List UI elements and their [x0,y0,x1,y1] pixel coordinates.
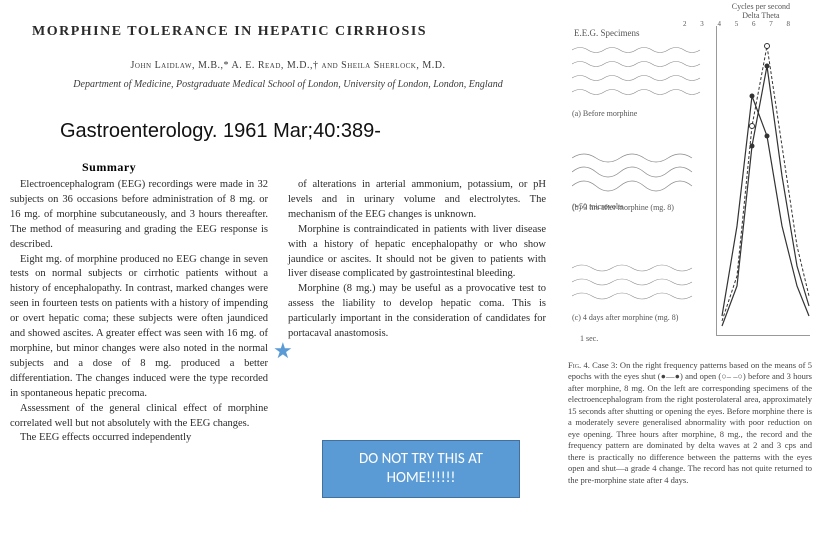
eeg-caption-c: (c) 4 days after morphine (mg. 8) [572,313,702,322]
col2-para-1: of alterations in arterial ammonium, pot… [288,178,546,223]
eeg-waves-a [572,42,702,102]
microvolt-label: (=50 microvolts [572,202,623,211]
col1-para-4: The EEG effects occurred independently [10,431,268,446]
figure-caption-body: Case 3: On the right frequency patterns … [568,360,812,485]
paper-title: MORPHINE TOLERANCE IN HEPATIC CIRRHOSIS [32,24,427,40]
frequency-graph [716,26,810,336]
page-root: MORPHINE TOLERANCE IN HEPATIC CIRRHOSIS … [0,0,819,533]
figure-top-label: Cycles per second Delta Theta [732,2,790,20]
figure-caption: Fig. 4. Case 3: On the right frequency p… [568,360,812,486]
citation-annotation: Gastroenterology. 1961 Mar;40:389- [60,120,381,143]
eeg-waves-b [572,150,702,196]
frequency-graph-svg [717,26,811,336]
eeg-waves-c [572,260,702,306]
eeg-block-c: (c) 4 days after morphine (mg. 8) [572,260,702,322]
summary-heading: Summary [82,160,136,175]
column-1: Electroencephalogram (EEG) recordings we… [10,178,268,446]
paper-authors: John Laidlaw, M.B.,* A. E. Read, M.D.,† … [48,60,528,71]
figure-panel: Cycles per second Delta Theta 2 3 4 5 6 … [566,2,816,532]
warning-callout: DO NOT TRY THIS AT HOME!!!!!! [322,440,520,498]
cycles-label: Cycles per second [732,2,790,11]
col2-para-3: Morphine (8 mg.) may be useful as a prov… [288,282,546,342]
col2-para-2: Morphine is contraindicated in patients … [288,223,546,283]
col1-para-2: Eight mg. of morphine produced no EEG ch… [10,253,268,402]
delta-theta-label: Delta Theta [732,11,790,20]
figure-caption-runin: Fig. 4. [568,360,590,370]
eeg-caption-a: (a) Before morphine [572,109,702,118]
col1-para-3: Assessment of the general clinical effec… [10,402,268,432]
column-2: of alterations in arterial ammonium, pot… [288,178,546,342]
paper-affiliation: Department of Medicine, Postgraduate Med… [48,78,528,91]
eeg-block-a: (a) Before morphine [572,42,702,118]
col1-para-1: Electroencephalogram (EEG) recordings we… [10,178,268,253]
star-annotation-icon: ★ [273,338,293,364]
eeg-specimens-label: E.E.G. Specimens [574,28,640,38]
sec-scale-label: 1 sec. [580,334,598,343]
